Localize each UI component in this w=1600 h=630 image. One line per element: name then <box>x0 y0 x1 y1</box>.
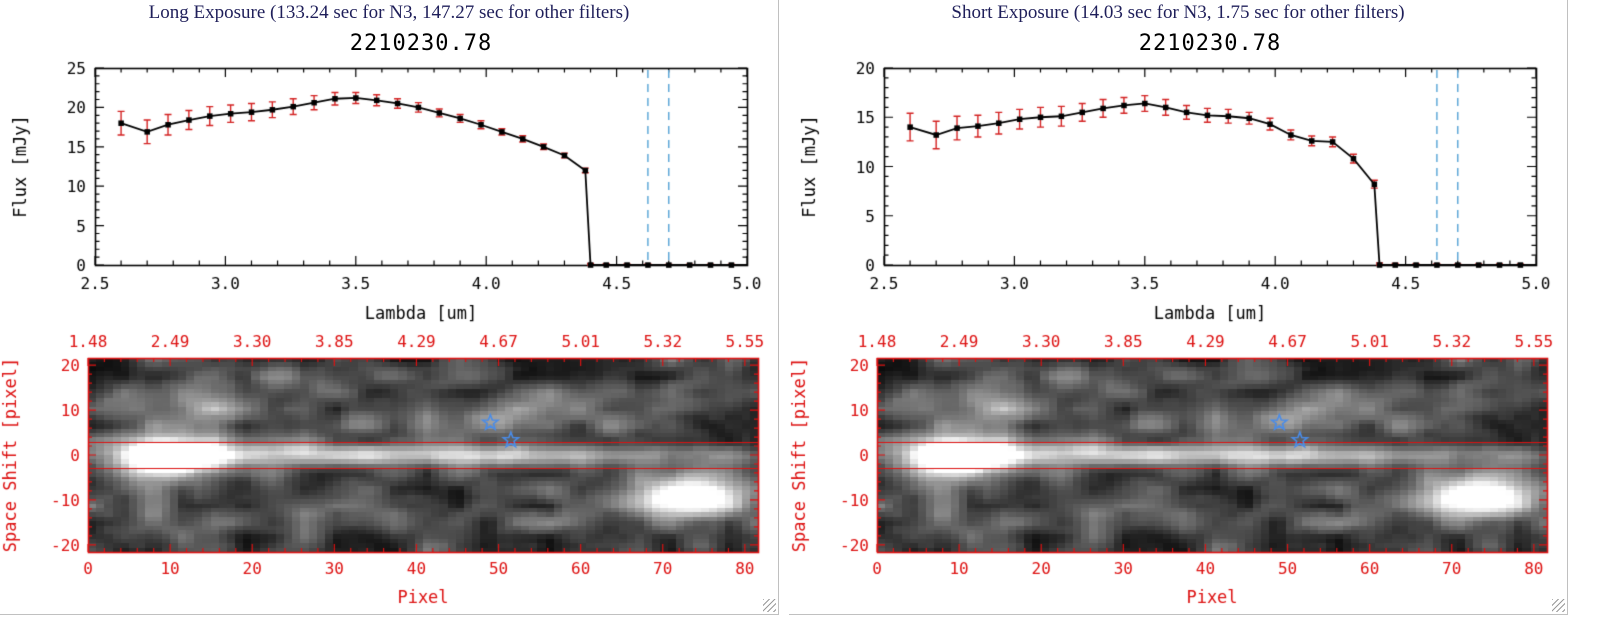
plot-title: 2210230.78 <box>1138 31 1282 56</box>
resize-grip-icon[interactable] <box>763 599 776 612</box>
spectral-2d-image-long <box>0 325 778 617</box>
resize-grip-icon[interactable] <box>1552 599 1565 612</box>
spectrum-plot-long <box>0 0 778 325</box>
panel-header: Long Exposure (133.24 sec for N3, 147.27… <box>148 2 630 23</box>
spectrum-plot-short <box>789 0 1567 325</box>
plot-title: 2210230.78 <box>349 31 493 56</box>
spectral-2d-image-short <box>789 325 1567 617</box>
panel-short-exposure: Short Exposure (14.03 sec for N3, 1.75 s… <box>789 0 1568 617</box>
panel-long-exposure: Long Exposure (133.24 sec for N3, 147.27… <box>0 0 779 617</box>
panel-header: Short Exposure (14.03 sec for N3, 1.75 s… <box>951 2 1405 23</box>
